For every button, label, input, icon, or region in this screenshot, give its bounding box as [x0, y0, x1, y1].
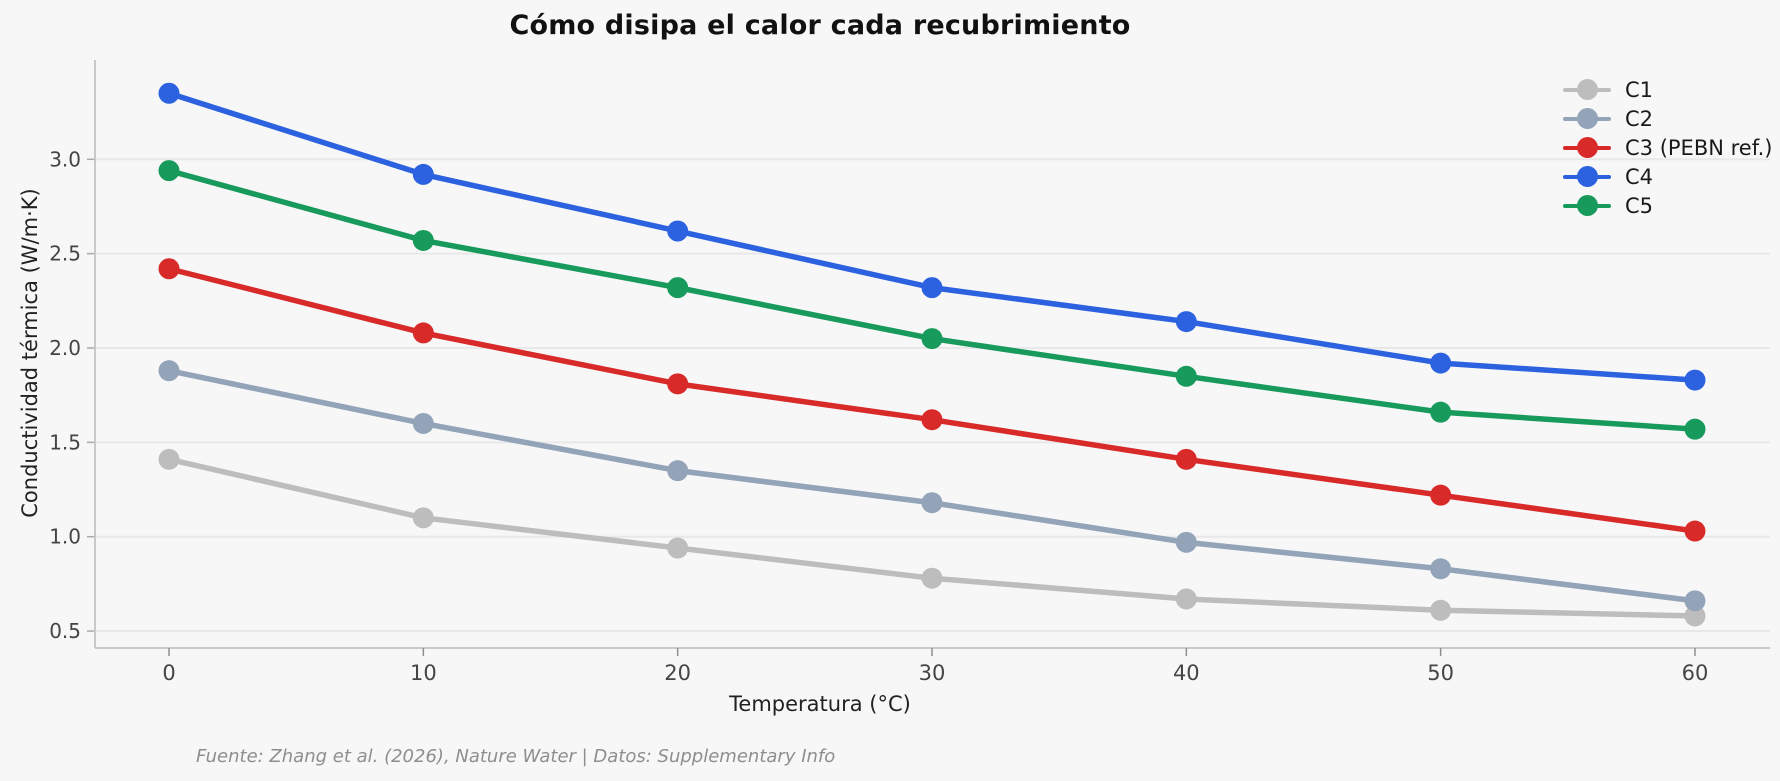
- data-point: [1175, 365, 1197, 387]
- y-tick-label: 2.0: [49, 336, 81, 360]
- x-axis: 0 10 20 30 40 50 60: [162, 648, 1708, 685]
- data-point: [667, 220, 689, 242]
- legend-item-C2: C2: [1563, 104, 1772, 133]
- series-line: [166, 367, 1698, 604]
- gridlines: [95, 158, 1770, 633]
- data-point: [412, 163, 434, 185]
- legend-marker-icon: [1563, 136, 1611, 159]
- legend-label: C4: [1625, 164, 1654, 189]
- y-tick-label: 0.5: [49, 619, 81, 643]
- data-point: [412, 412, 434, 434]
- legend: C1 C2 C3 (PEBN ref.) C4 C5: [1563, 75, 1772, 220]
- legend-marker-icon: [1563, 78, 1611, 101]
- series-C3: [158, 258, 1706, 542]
- x-tick-label: 20: [664, 661, 691, 685]
- chart-title: Cómo disipa el calor cada recubrimiento: [509, 10, 1131, 41]
- data-point: [158, 258, 180, 280]
- data-point: [921, 409, 943, 431]
- legend-item-C4: C4: [1563, 162, 1772, 191]
- data-point: [1684, 418, 1706, 440]
- series-C1: [158, 448, 1706, 627]
- data-point: [1430, 558, 1452, 580]
- legend-label: C3 (PEBN ref.): [1625, 135, 1773, 160]
- data-point: [1684, 369, 1706, 391]
- y-tick-label: 3.0: [49, 147, 81, 171]
- series-C2: [158, 360, 1706, 612]
- data-point: [1430, 352, 1452, 374]
- data-point: [921, 567, 943, 589]
- data-point: [1175, 311, 1197, 333]
- x-tick-label: 30: [919, 661, 946, 685]
- y-tick-label: 2.5: [49, 242, 81, 266]
- series-line: [166, 167, 1698, 432]
- legend-marker-icon: [1563, 194, 1611, 217]
- data-point: [158, 160, 180, 182]
- data-point: [1684, 590, 1706, 612]
- legend-item-C5: C5: [1563, 191, 1772, 220]
- x-tick-label: 0: [162, 661, 175, 685]
- y-axis-label: Conductividad térmica (W/m·K): [18, 188, 42, 518]
- data-point: [1430, 484, 1452, 506]
- data-point: [1175, 448, 1197, 470]
- x-tick-label: 50: [1427, 661, 1454, 685]
- y-axis: 0.5 1.0 1.5 2.0 2.5 3.0: [49, 147, 95, 643]
- data-point: [667, 537, 689, 559]
- data-point: [1684, 520, 1706, 542]
- data-point: [921, 492, 943, 514]
- series-C5: [158, 160, 1706, 440]
- data-point: [1175, 531, 1197, 553]
- series-line: [166, 265, 1698, 534]
- x-axis-label: Temperatura (°C): [729, 692, 911, 716]
- legend-item-C1: C1: [1563, 75, 1772, 104]
- data-point: [1684, 605, 1706, 627]
- data-point: [921, 328, 943, 350]
- legend-label: C5: [1625, 193, 1654, 218]
- x-tick-label: 60: [1682, 661, 1709, 685]
- data-point: [412, 322, 434, 344]
- data-point: [1175, 588, 1197, 610]
- data-point: [667, 460, 689, 482]
- legend-marker-icon: [1563, 107, 1611, 130]
- y-tick-label: 1.5: [49, 430, 81, 454]
- data-point: [158, 82, 180, 104]
- data-point: [158, 360, 180, 382]
- data-point: [158, 448, 180, 470]
- data-point: [667, 373, 689, 395]
- data-point: [1430, 401, 1452, 423]
- x-tick-label: 40: [1173, 661, 1200, 685]
- data-point: [921, 277, 943, 299]
- source-note: Fuente: Zhang et al. (2026), Nature Wate…: [196, 746, 836, 767]
- x-tick-label: 10: [410, 661, 437, 685]
- data-point: [412, 507, 434, 529]
- data-point: [667, 277, 689, 299]
- legend-marker-icon: [1563, 165, 1611, 188]
- data-point: [412, 229, 434, 251]
- series-C4: [158, 82, 1706, 391]
- data-point: [1430, 599, 1452, 621]
- legend-item-C3: C3 (PEBN ref.): [1563, 133, 1772, 162]
- legend-label: C2: [1625, 106, 1654, 131]
- y-tick-label: 1.0: [49, 525, 81, 549]
- legend-label: C1: [1625, 77, 1654, 102]
